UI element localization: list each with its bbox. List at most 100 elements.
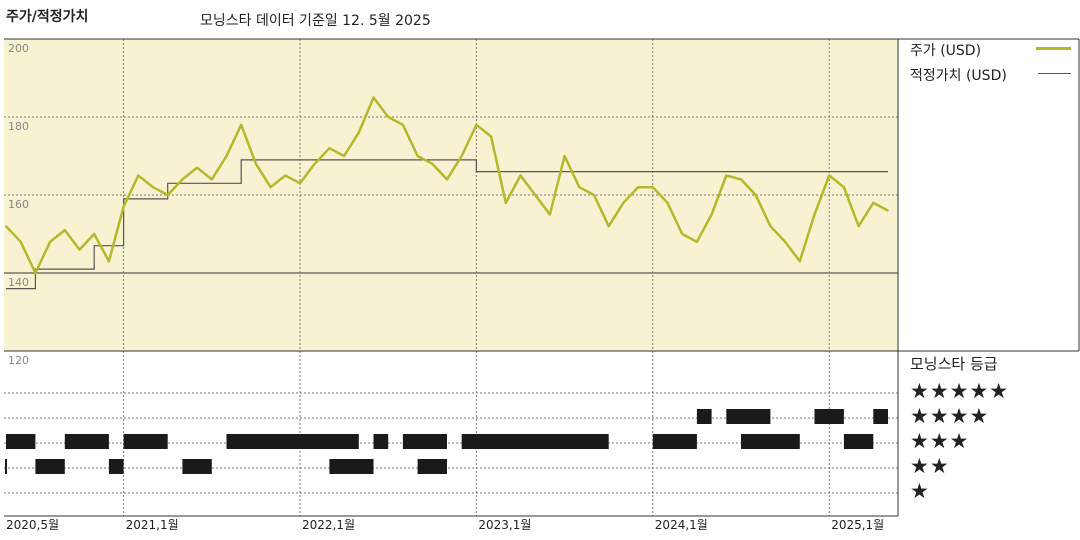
- price-point: [49, 241, 51, 243]
- price-point: [446, 178, 448, 181]
- price-point: [299, 182, 301, 185]
- rating-history-bars: [5, 409, 888, 474]
- price-point: [490, 135, 492, 138]
- price-point: [416, 155, 419, 157]
- star-row-1: ★: [910, 479, 930, 503]
- price-point: [108, 260, 110, 263]
- price-point: [196, 166, 198, 169]
- price-point: [284, 174, 287, 177]
- price-point: [740, 178, 742, 181]
- price-point: [769, 225, 772, 227]
- rating-bar-3-star: [843, 434, 874, 449]
- price-point: [857, 225, 860, 227]
- price-point: [887, 209, 889, 212]
- price-point: [578, 186, 581, 188]
- price-point: [652, 186, 654, 188]
- rating-bar-2-star: [35, 459, 65, 474]
- price-point: [799, 260, 801, 263]
- x-tick-label: 2024,1월: [655, 518, 708, 532]
- price-point: [696, 241, 698, 243]
- chart-series: [5, 96, 889, 290]
- price-point: [593, 194, 595, 196]
- legend-fair-value-label: 적정가치 (USD): [910, 68, 1007, 84]
- price-point: [181, 178, 184, 181]
- y-tick-label: 140: [8, 276, 29, 289]
- price-point: [137, 174, 140, 177]
- price-point: [122, 205, 125, 208]
- rating-band-background: [4, 351, 898, 516]
- legend-price-label: 주가 (USD): [910, 43, 982, 59]
- star-row-3: ★★★: [910, 429, 970, 453]
- price-point: [637, 186, 639, 188]
- price-point: [93, 233, 95, 235]
- price-point: [563, 155, 566, 157]
- data-date-subtitle: 모닝스타 데이터 기준일 12. 5월 2025: [200, 13, 431, 29]
- price-point: [681, 233, 683, 235]
- price-point: [211, 178, 213, 181]
- price-point: [64, 229, 66, 231]
- rating-bar-3-star: [741, 434, 800, 449]
- price-point: [813, 213, 816, 216]
- rating-bar-4-star: [814, 409, 844, 424]
- price-point: [534, 194, 536, 196]
- star-row-4: ★★★★: [910, 404, 990, 428]
- price-point: [460, 155, 463, 157]
- price-point: [328, 147, 331, 149]
- rating-bar-3-star: [373, 434, 389, 449]
- price-point: [607, 225, 610, 227]
- price-point: [475, 124, 478, 126]
- rating-bar-3-star: [123, 434, 168, 449]
- rating-bar-4-star: [696, 409, 712, 424]
- x-tick-label: 2022,1월: [302, 518, 355, 532]
- price-point: [240, 124, 242, 126]
- price-point: [343, 155, 345, 157]
- rating-bar-2-star: [5, 459, 7, 474]
- price-point: [710, 213, 713, 216]
- x-tick-label: 2021,1월: [126, 518, 179, 532]
- price-point: [725, 174, 728, 177]
- price-point: [843, 186, 845, 188]
- y-tick-label: 200: [8, 42, 29, 55]
- rating-bar-3-star: [402, 434, 447, 449]
- rating-bar-3-star: [64, 434, 109, 449]
- rating-bar-3-star: [226, 434, 359, 449]
- rating-panel-title: 모닝스타 등급: [910, 355, 998, 373]
- price-point: [313, 163, 316, 165]
- legend-price-swatch: [1036, 47, 1071, 50]
- price-point: [78, 248, 81, 251]
- rating-bar-3-star: [652, 434, 697, 449]
- price-point: [225, 155, 228, 157]
- x-axis-ticks: 2020,5월 2021,1월 2022,1월 2023,1월 2024,1월 2025,…: [6, 518, 884, 532]
- price-point: [358, 131, 360, 134]
- rating-bar-3-star: [461, 434, 609, 449]
- rating-bar-4-star: [873, 409, 888, 424]
- price-point: [784, 241, 786, 243]
- price-band-background: [4, 39, 898, 351]
- price-point: [754, 194, 757, 196]
- price-point: [519, 174, 522, 177]
- price-point: [402, 124, 404, 126]
- price-point: [269, 186, 272, 188]
- price-point: [387, 116, 390, 118]
- price-point: [872, 202, 875, 204]
- rating-bar-2-star: [182, 459, 212, 474]
- price-point: [622, 202, 625, 204]
- chart-title: 주가/적정가치: [6, 9, 89, 25]
- y-tick-label: 160: [8, 198, 29, 211]
- rating-bar-2-star: [108, 459, 124, 474]
- star-row-2: ★★: [910, 454, 950, 478]
- price-point: [166, 194, 169, 196]
- rating-bar-4-star: [726, 409, 771, 424]
- price-point: [19, 241, 22, 243]
- star-row-5: ★★★★★: [910, 379, 1010, 403]
- y-tick-label: 180: [8, 120, 29, 133]
- price-point: [34, 272, 37, 274]
- rating-bar-2-star: [329, 459, 374, 474]
- y-tick-label: 120: [8, 354, 29, 367]
- rating-bar-3-star: [6, 434, 36, 449]
- x-tick-label: 2020,5월: [6, 518, 59, 532]
- price-point: [828, 174, 830, 177]
- rating-bar-2-star: [417, 459, 447, 474]
- price-point: [5, 225, 7, 227]
